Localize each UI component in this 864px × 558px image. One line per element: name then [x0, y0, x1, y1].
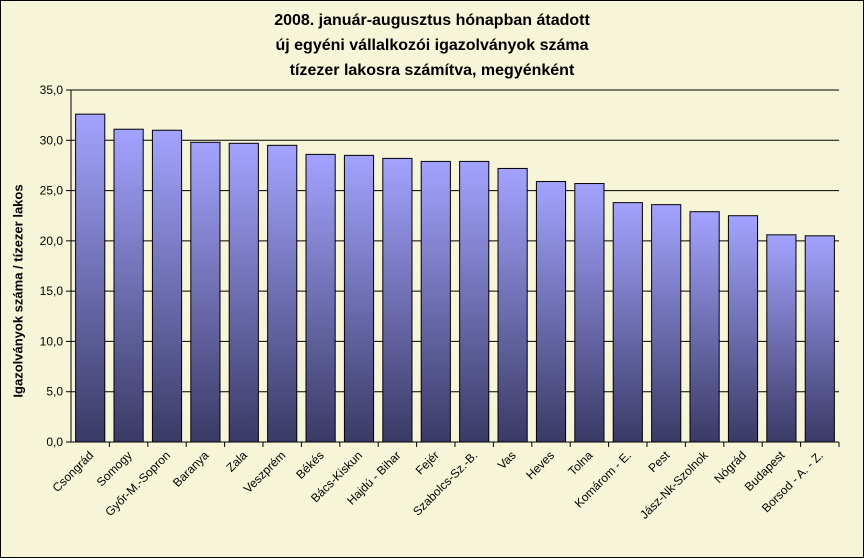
x-tick-label: Baranya	[170, 448, 212, 490]
bar-6	[267, 144, 298, 443]
bar-20	[804, 235, 835, 443]
y-tick-label: 5,0	[46, 385, 63, 399]
y-tick-label: 20,0	[40, 234, 64, 248]
x-tick-label: Jász-Nk-Szolnok	[637, 448, 711, 522]
y-tick-label: 35,0	[40, 83, 64, 97]
bar-10	[420, 160, 451, 443]
chart-title-line-1: 2008. január-augusztus hónapban átadott	[274, 12, 590, 29]
x-tick-label: Nógrád	[711, 448, 749, 486]
bar-13	[535, 181, 567, 443]
chart-title-line-2: új egyéni vállalkozói igazolványok száma	[275, 37, 589, 54]
x-tick-label: Heves	[523, 448, 557, 482]
y-tick-label: 15,0	[40, 284, 64, 298]
y-tick-label: 30,0	[40, 133, 64, 147]
chart-title-line-3: tízezer lakosra számítva, megyénként	[289, 62, 575, 79]
x-tick-label: Békés	[293, 448, 326, 481]
bar-17	[689, 211, 720, 443]
x-tick-label: Pest	[645, 448, 672, 475]
x-tick-label: Zala	[224, 448, 251, 475]
x-tick-label: Csongrád	[50, 448, 97, 495]
x-tick-label: Vas	[495, 448, 519, 472]
bar-12	[497, 167, 528, 443]
x-tick-label: Veszprém	[241, 448, 289, 496]
y-tick-label: 25,0	[40, 184, 64, 198]
bar-4	[190, 141, 221, 443]
bar-5	[228, 142, 259, 443]
bar-19	[766, 234, 797, 443]
bar-11	[459, 160, 490, 443]
bar-1	[75, 113, 106, 443]
bar-8	[343, 154, 375, 443]
bar-16	[651, 204, 682, 443]
bar-3	[151, 129, 183, 443]
x-tick-label: Tolna	[565, 448, 595, 478]
bar-14	[574, 183, 605, 443]
bar-15	[612, 202, 643, 443]
bar-7	[305, 153, 336, 443]
bar-9	[382, 157, 413, 443]
bar-18	[727, 215, 759, 443]
bar-2	[113, 128, 144, 443]
x-tick-label: Fejér	[413, 448, 442, 477]
y-tick-label: 10,0	[40, 334, 64, 348]
y-tick-label: 0,0	[46, 435, 63, 449]
